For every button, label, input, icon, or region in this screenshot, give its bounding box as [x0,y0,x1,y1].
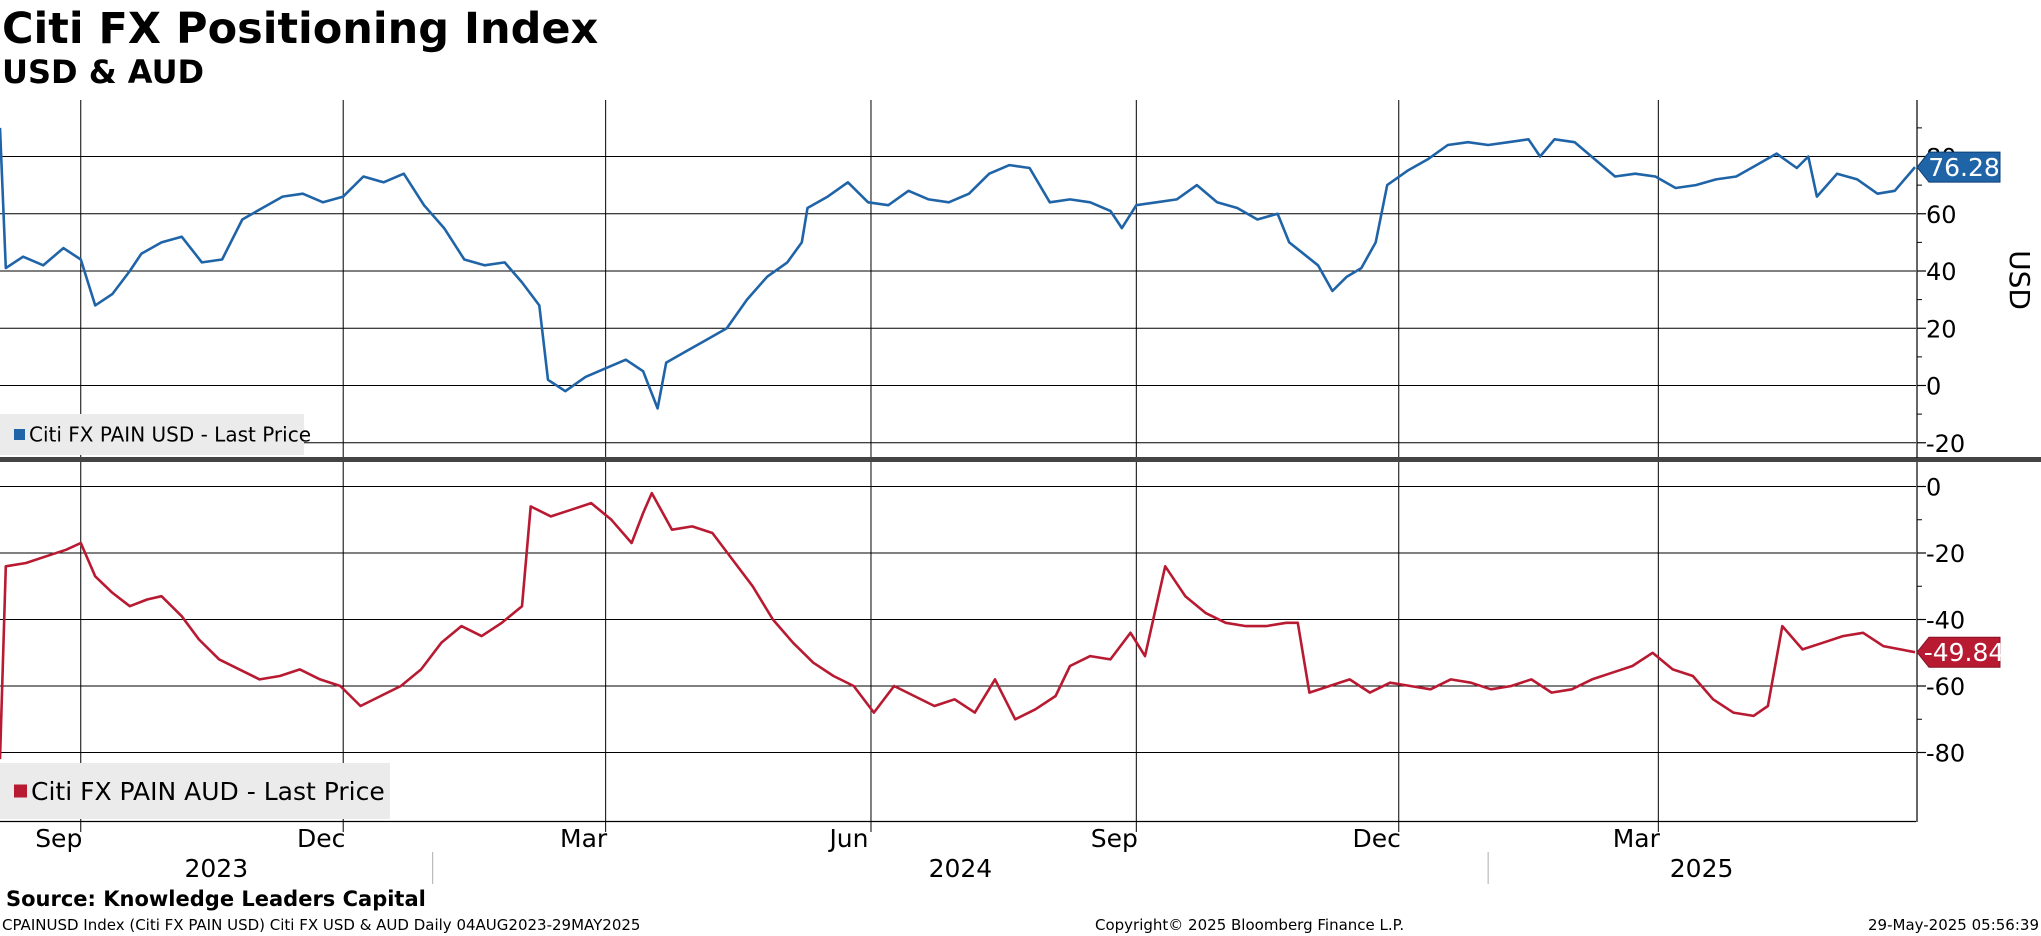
panel-divider [0,457,2041,462]
series-line-1-0 [0,491,1916,760]
last-value-badges: 76.28 -49.84 [1916,151,2005,668]
xtick-label-1: Dec [297,824,345,853]
legend-swatch-0 [14,429,25,440]
year-label-1: 2024 [929,854,993,883]
badge-value-1: -49.84 [1924,638,2005,667]
ytick-label-1-1: -60 [1926,673,1965,701]
footer-ticker-info: CPAINUSD Index (Citi FX PAIN USD) Citi F… [2,916,641,934]
panel-separator [0,457,2041,462]
series-lines [0,127,1916,760]
ytick-label-1-0: -80 [1926,740,1965,768]
chart-subtitle: USD & AUD [2,53,205,91]
y-axis-title-usd: USD [2003,250,2036,310]
last-value-badge-0: 76.28 [1916,151,2001,183]
ytick-label-1-2: -40 [1926,607,1965,635]
legend-box-0 [0,414,304,455]
legend-label-0: Citi FX PAIN USD - Last Price [29,423,311,447]
footer-timestamp: 29-May-2025 05:56:39 [1868,916,2039,934]
ytick-label-1-4: 0 [1926,474,1941,502]
last-value-badge-1: -49.84 [1916,636,2005,668]
legend-1: Citi FX PAIN AUD - Last Price [0,763,390,819]
legend-box-1 [0,763,390,819]
xtick-label-5: Dec [1353,824,1401,853]
ytick-label-0-2: 20 [1926,315,1957,343]
x-axis: Sep Dec Mar Jun Sep Dec Mar 2023 2024 2025 [0,820,1916,884]
legends: Citi FX PAIN USD - Last Price Citi FX PAI… [0,414,390,819]
xtick-label-0: Sep [35,824,82,853]
year-label-2: 2025 [1670,854,1734,883]
badge-value-0: 76.28 [1928,153,2000,182]
footer-copyright: Copyright© 2025 Bloomberg Finance L.P. [1095,916,1405,934]
year-label-0: 2023 [184,854,248,883]
legend-0: Citi FX PAIN USD - Last Price [0,414,311,455]
ytick-label-0-4: 60 [1926,201,1957,229]
source-note: Source: Knowledge Leaders Capital [6,887,426,911]
ytick-label-1-3: -20 [1926,540,1965,568]
series-line-0-0 [0,127,1916,410]
xtick-label-6: Mar [1613,824,1661,853]
ytick-label-0-0: -20 [1926,430,1965,458]
badge-shape-1 [1916,636,2001,668]
ytick-label-0-1: 0 [1926,373,1941,401]
badge-shape-0 [1916,151,2001,183]
y-axes: -20020406080-80-60-40-200 [1916,100,1965,822]
xtick-label-3: Jun [827,824,868,853]
chart-title: Citi FX Positioning Index [2,4,599,54]
ytick-label-0-3: 40 [1926,258,1957,286]
xtick-label-2: Mar [560,824,608,853]
legend-swatch-1 [14,784,27,798]
legend-label-1: Citi FX PAIN AUD - Last Price [31,777,385,806]
xtick-label-4: Sep [1091,824,1138,853]
